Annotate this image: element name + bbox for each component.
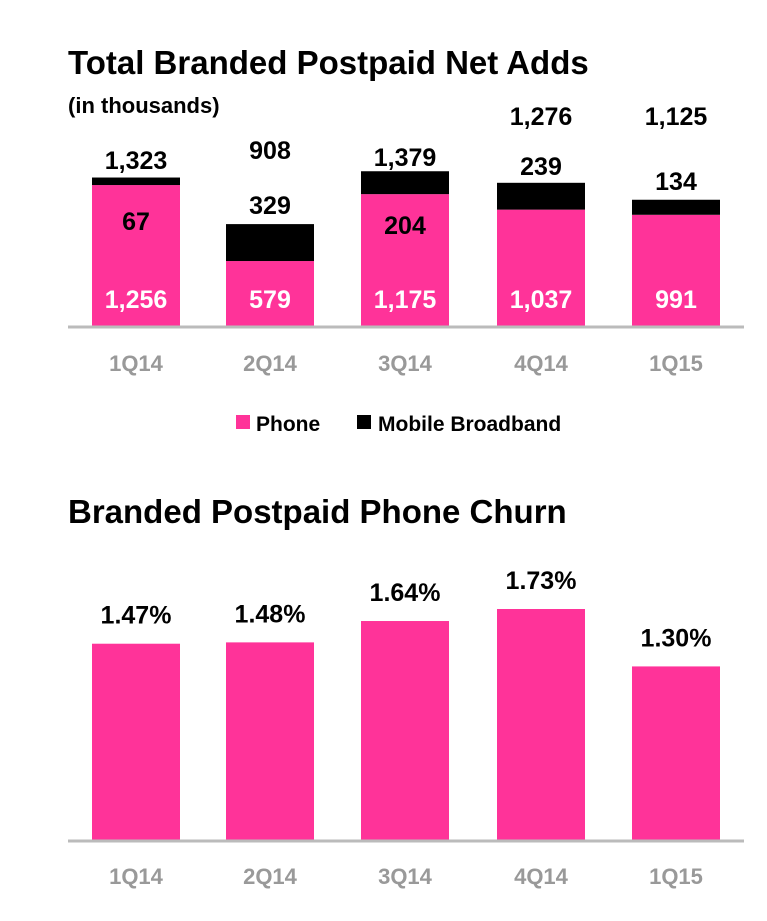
legend-mobile-broadband-swatch [357,415,371,429]
net-adds-title: Total Branded Postpaid Net Adds [68,44,589,81]
total-value-label: 908 [249,137,291,165]
churn-bar-4q14 [497,609,585,840]
mobile-broadband-bar-4q14 [497,182,585,210]
mobile-broadband-bar-1q15 [632,199,720,215]
churn-bar-1q14 [92,643,180,840]
mobile-broadband-value-label: 134 [655,168,697,196]
total-value-label: 1,125 [645,103,708,131]
phone-bar-1q15 [632,214,720,326]
legend-phone-label: Phone [256,413,320,436]
x-tick-label: 1Q14 [109,351,164,376]
churn-bar-1q15 [632,666,720,840]
total-value-label: 1,323 [105,147,168,175]
net-adds-x-ticks: 1Q14 2Q14 3Q14 4Q14 1Q15 [109,351,703,376]
mobile-broadband-bar-1q14 [92,177,180,186]
mobile-broadband-bar-2q14 [226,224,314,262]
phone-value-label: 1,037 [510,286,573,314]
phone-value-label: 1,175 [374,286,437,314]
mobile-broadband-value-label: 204 [384,212,426,240]
x-tick-label: 3Q14 [378,864,433,889]
x-tick-label: 1Q15 [649,864,703,889]
churn-value-label: 1.48% [235,600,306,628]
mobile-broadband-value-label: 67 [122,208,150,236]
churn-value-label: 1.47% [101,602,172,630]
churn-value-label: 1.73% [506,567,577,595]
net-adds-legend: Phone Mobile Broadband [236,413,561,436]
total-value-label: 1,379 [374,144,437,172]
legend-phone-swatch [236,415,250,429]
net-adds-bars: 1,256 67 1,323 579 329 908 1,175 204 1,379 1,037 2… [92,103,720,326]
x-tick-label: 1Q15 [649,351,703,376]
phone-value-label: 1,256 [105,286,168,314]
x-tick-label: 1Q14 [109,864,164,889]
x-tick-label: 2Q14 [243,864,298,889]
phone-bar-3q14 [361,194,449,326]
x-tick-label: 3Q14 [378,351,433,376]
churn-chart: Branded Postpaid Phone Churn 1.47% 1.48%1… [68,493,744,889]
churn-value-label: 1.64% [370,579,441,607]
net-adds-subtitle: (in thousands) [68,93,220,118]
churn-x-ticks: 1Q14 2Q14 3Q14 4Q14 1Q15 [109,864,703,889]
mobile-broadband-bar-3q14 [361,171,449,195]
phone-bar-4q14 [497,209,585,326]
phone-bar-2q14 [226,261,314,326]
phone-value-label: 579 [249,286,291,314]
net-adds-chart: Total Branded Postpaid Net Adds (in thou… [68,44,744,436]
x-tick-label: 4Q14 [514,351,569,376]
churn-value-label: 1.30% [641,624,712,652]
total-value-label: 1,276 [510,103,573,131]
churn-bars: 1.47% 1.48% 1.64% 1.73% 1.30% [92,567,720,840]
churn-bar-2q14 [226,642,314,840]
x-tick-label: 2Q14 [243,351,298,376]
mobile-broadband-value-label: 329 [249,192,291,220]
mobile-broadband-value-label: 239 [520,153,562,181]
x-tick-label: 4Q14 [514,864,569,889]
phone-value-label: 991 [655,286,697,314]
churn-title: Branded Postpaid Phone Churn [68,493,567,530]
legend-mobile-broadband-label: Mobile Broadband [378,413,561,436]
phone-bar-1q14 [92,185,180,326]
churn-bar-3q14 [361,621,449,840]
